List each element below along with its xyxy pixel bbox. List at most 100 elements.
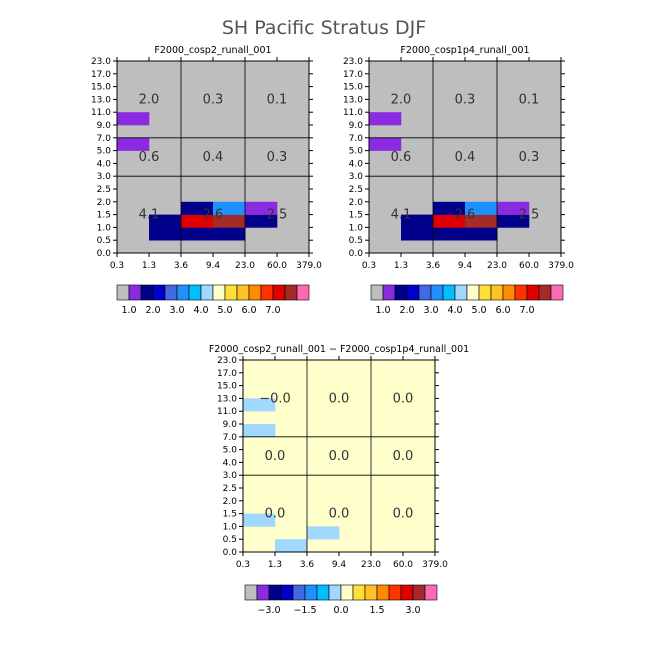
region-label: 2.6 xyxy=(455,208,476,223)
x-tick-label: 0.3 xyxy=(110,261,124,271)
x-tick-label: 1.3 xyxy=(142,261,156,271)
x-tick-label: 60.0 xyxy=(393,560,413,570)
region-label: 0.0 xyxy=(329,449,350,464)
x-tick-label: 9.4 xyxy=(332,560,347,570)
y-tick-label: 0.0 xyxy=(349,249,364,259)
y-tick-label: 2.5 xyxy=(349,185,363,195)
y-tick-label: 4.0 xyxy=(349,159,364,169)
y-tick-label: 23.0 xyxy=(343,57,363,67)
x-tick-label: 23.0 xyxy=(235,261,255,271)
y-tick-label: 7.0 xyxy=(97,134,112,144)
data-cell xyxy=(307,526,340,540)
region-label: 0.6 xyxy=(391,150,412,165)
panel-3: −0.0 0.0 0.0 0.0 0.0 0.0 0.0 0.0 0.0 0.3 1.3 3.6 9.4… xyxy=(209,344,469,616)
colorbar-swatch xyxy=(502,284,516,301)
colorbar-swatch xyxy=(224,284,238,301)
colorbar-swatch xyxy=(394,284,408,301)
colorbar-label: 6.0 xyxy=(495,305,510,316)
colorbar-swatch xyxy=(406,284,420,301)
y-tick-label: 11.0 xyxy=(343,108,363,118)
x-tick-label: 23.0 xyxy=(361,560,381,570)
y-tick-label: 15.0 xyxy=(217,382,237,392)
colorbar-label: 1.5 xyxy=(369,605,384,616)
colorbar-label: 7.0 xyxy=(265,305,280,316)
y-tick-label: 23.0 xyxy=(217,356,237,366)
panel-2: 2.0 0.3 0.1 0.6 0.4 0.3 4.1 2.6 2.5 0.3 1.3 3.6 9.4 2… xyxy=(343,45,574,316)
y-tick-label: 15.0 xyxy=(343,83,363,93)
colorbar-swatch xyxy=(260,284,274,301)
y-tick-label: 15.0 xyxy=(91,83,111,93)
colorbar-swatch xyxy=(284,284,298,301)
figure-title: SH Pacific Stratus DJF xyxy=(222,17,426,39)
y-tick-label: 9.0 xyxy=(97,121,112,131)
region-label: −0.0 xyxy=(259,391,291,406)
y-tick-label: 23.0 xyxy=(91,57,111,67)
x-tick-label: 9.4 xyxy=(458,261,473,271)
colorbar-swatch xyxy=(140,284,154,301)
region-label: 2.0 xyxy=(391,92,412,107)
colorbar-label: 3.0 xyxy=(169,305,184,316)
y-tick-label: 5.0 xyxy=(223,446,238,456)
colorbar: −3.0 −1.5 0.0 1.5 3.0 xyxy=(244,584,438,616)
data-cell xyxy=(243,398,276,412)
x-tick-label: 60.0 xyxy=(519,261,539,271)
colorbar-swatch xyxy=(236,284,250,301)
y-tick-label: 0.0 xyxy=(97,249,112,259)
data-cell xyxy=(181,201,214,215)
region-label: 0.0 xyxy=(265,449,286,464)
data-cell xyxy=(213,227,246,241)
data-cell xyxy=(117,137,150,151)
colorbar-label: −1.5 xyxy=(293,605,316,616)
y-tick-label: 17.0 xyxy=(91,70,111,80)
y-tick-label: 1.5 xyxy=(97,211,111,221)
x-tick-label: 379.0 xyxy=(422,560,448,570)
data-cell xyxy=(465,214,498,228)
x-tick-label: 3.6 xyxy=(426,261,441,271)
colorbar-swatch xyxy=(526,284,540,301)
panels: 2.0 0.3 0.1 0.6 0.4 0.3 4.1 2.6 2.5 0.3 1.3 3.6 9.4 2… xyxy=(91,45,574,616)
colorbar-swatch xyxy=(176,284,190,301)
data-cell xyxy=(401,214,434,228)
x-tick-label: 0.3 xyxy=(236,560,250,570)
colorbar-swatch xyxy=(272,284,286,301)
colorbar-swatch xyxy=(340,584,354,601)
data-cell xyxy=(369,112,402,126)
colorbar-swatch xyxy=(248,284,262,301)
colorbar-swatch xyxy=(268,584,282,601)
region-label: 2.0 xyxy=(139,92,160,107)
colorbar-swatch xyxy=(412,584,426,601)
colorbar-swatch xyxy=(442,284,456,301)
data-cell xyxy=(213,214,246,228)
colorbar-label: 3.0 xyxy=(405,605,420,616)
colorbar-swatch xyxy=(376,584,390,601)
colorbar-swatch xyxy=(400,584,414,601)
region-label: 4.1 xyxy=(391,208,412,223)
colorbar-swatch xyxy=(454,284,468,301)
colorbar-label: 0.0 xyxy=(333,605,348,616)
region-label: 0.0 xyxy=(393,507,414,522)
data-cell xyxy=(401,227,434,241)
colorbar-label: 1.0 xyxy=(121,305,136,316)
colorbar-swatch xyxy=(550,284,564,301)
data-cell xyxy=(181,214,214,228)
colorbar-label: 2.0 xyxy=(145,305,160,316)
region-label: 0.3 xyxy=(455,92,476,107)
colorbar-swatch xyxy=(244,584,258,601)
region-label: 0.4 xyxy=(455,150,476,165)
y-tick-label: 3.0 xyxy=(97,172,112,182)
data-cell xyxy=(275,539,308,553)
data-cell xyxy=(213,201,246,215)
x-tick-label: 3.6 xyxy=(300,560,315,570)
colorbar-swatch xyxy=(388,584,402,601)
colorbar-label: 5.0 xyxy=(217,305,232,316)
data-cell xyxy=(369,137,402,151)
colorbar-swatch xyxy=(188,284,202,301)
colorbar-swatch xyxy=(200,284,214,301)
colorbar-swatch xyxy=(430,284,444,301)
data-cell xyxy=(497,214,530,228)
colorbar-swatch xyxy=(280,584,294,601)
data-cell xyxy=(181,227,214,241)
data-cell xyxy=(245,214,278,228)
y-tick-label: 3.0 xyxy=(349,172,364,182)
